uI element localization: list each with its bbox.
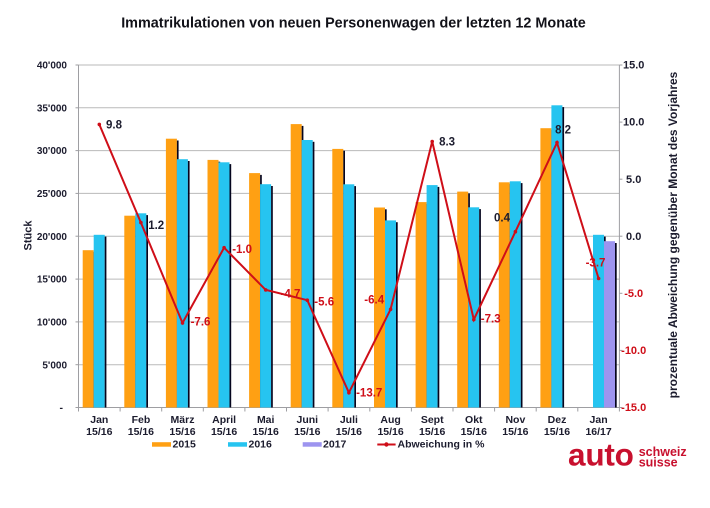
svg-text:9.8: 9.8 (106, 120, 123, 132)
svg-text:15.0: 15.0 (623, 60, 644, 72)
svg-text:-5.6: -5.6 (314, 297, 334, 309)
svg-text:-7.3: -7.3 (481, 313, 501, 325)
svg-text:2015: 2015 (173, 439, 197, 451)
svg-text:1.2: 1.2 (148, 220, 164, 232)
svg-text:15'000: 15'000 (37, 275, 68, 286)
svg-text:0.0: 0.0 (626, 231, 641, 243)
svg-text:Aug: Aug (380, 414, 400, 426)
svg-text:Juli: Juli (340, 414, 358, 426)
svg-text:schweiz: schweiz (639, 445, 687, 459)
svg-text:-: - (60, 402, 64, 414)
svg-text:Abweichung in %: Abweichung in % (398, 439, 486, 451)
svg-text:auto: auto (568, 437, 634, 473)
svg-text:prozentuale Abweichung gegenüb: prozentuale Abweichung gegenüber Monat d… (666, 71, 680, 398)
svg-text:30'000: 30'000 (37, 146, 68, 157)
svg-text:15/16: 15/16 (336, 426, 362, 438)
svg-text:15/16: 15/16 (86, 426, 112, 438)
svg-text:15/16: 15/16 (294, 426, 320, 438)
svg-text:-5.0: -5.0 (624, 288, 643, 300)
svg-text:15/16: 15/16 (544, 426, 570, 438)
svg-text:2017: 2017 (323, 439, 347, 451)
svg-text:Jan: Jan (90, 414, 108, 426)
svg-text:Jan: Jan (590, 414, 608, 426)
svg-text:25'000: 25'000 (37, 189, 68, 200)
svg-text:15/16: 15/16 (461, 426, 487, 438)
svg-text:8.3: 8.3 (439, 136, 455, 148)
svg-text:-7.6: -7.6 (191, 317, 211, 329)
svg-text:Dez: Dez (548, 414, 567, 426)
svg-text:Stück: Stück (23, 220, 35, 251)
svg-text:Okt: Okt (465, 414, 483, 426)
svg-text:5'000: 5'000 (42, 360, 67, 371)
svg-text:-13.7: -13.7 (356, 387, 382, 399)
svg-text:10.0: 10.0 (623, 117, 644, 129)
svg-text:Nov: Nov (505, 414, 525, 426)
svg-text:15/16: 15/16 (419, 426, 445, 438)
svg-text:Immatrikulationen von neuen Pe: Immatrikulationen von neuen Personenwage… (121, 16, 586, 32)
svg-text:-6.4: -6.4 (364, 294, 384, 306)
svg-text:-1.0: -1.0 (232, 244, 252, 256)
svg-text:April: April (212, 414, 236, 426)
svg-text:Feb: Feb (132, 414, 151, 426)
svg-text:40'000: 40'000 (37, 61, 68, 72)
svg-text:16/17: 16/17 (585, 426, 611, 438)
svg-text:März: März (171, 414, 195, 426)
svg-text:5.0: 5.0 (626, 174, 641, 186)
svg-text:10'000: 10'000 (37, 318, 68, 329)
svg-text:-10.0: -10.0 (621, 345, 646, 357)
svg-text:8.2: 8.2 (555, 124, 571, 136)
svg-text:-3.7: -3.7 (586, 258, 606, 270)
svg-text:15/16: 15/16 (211, 426, 237, 438)
svg-text:-15.0: -15.0 (621, 402, 646, 414)
svg-text:35'000: 35'000 (37, 103, 68, 114)
svg-text:Mai: Mai (257, 414, 275, 426)
svg-text:15/16: 15/16 (253, 426, 279, 438)
svg-text:suisse: suisse (639, 455, 678, 469)
svg-text:20'000: 20'000 (37, 232, 68, 243)
svg-text:0.4: 0.4 (494, 213, 511, 225)
svg-text:2016: 2016 (249, 439, 273, 451)
svg-text:15/16: 15/16 (169, 426, 195, 438)
svg-text:Juni: Juni (297, 414, 319, 426)
svg-text:15/16: 15/16 (377, 426, 403, 438)
svg-text:15/16: 15/16 (502, 426, 528, 438)
svg-text:-4.7: -4.7 (281, 289, 301, 301)
svg-text:Sept: Sept (421, 414, 444, 426)
svg-text:15/16: 15/16 (128, 426, 154, 438)
